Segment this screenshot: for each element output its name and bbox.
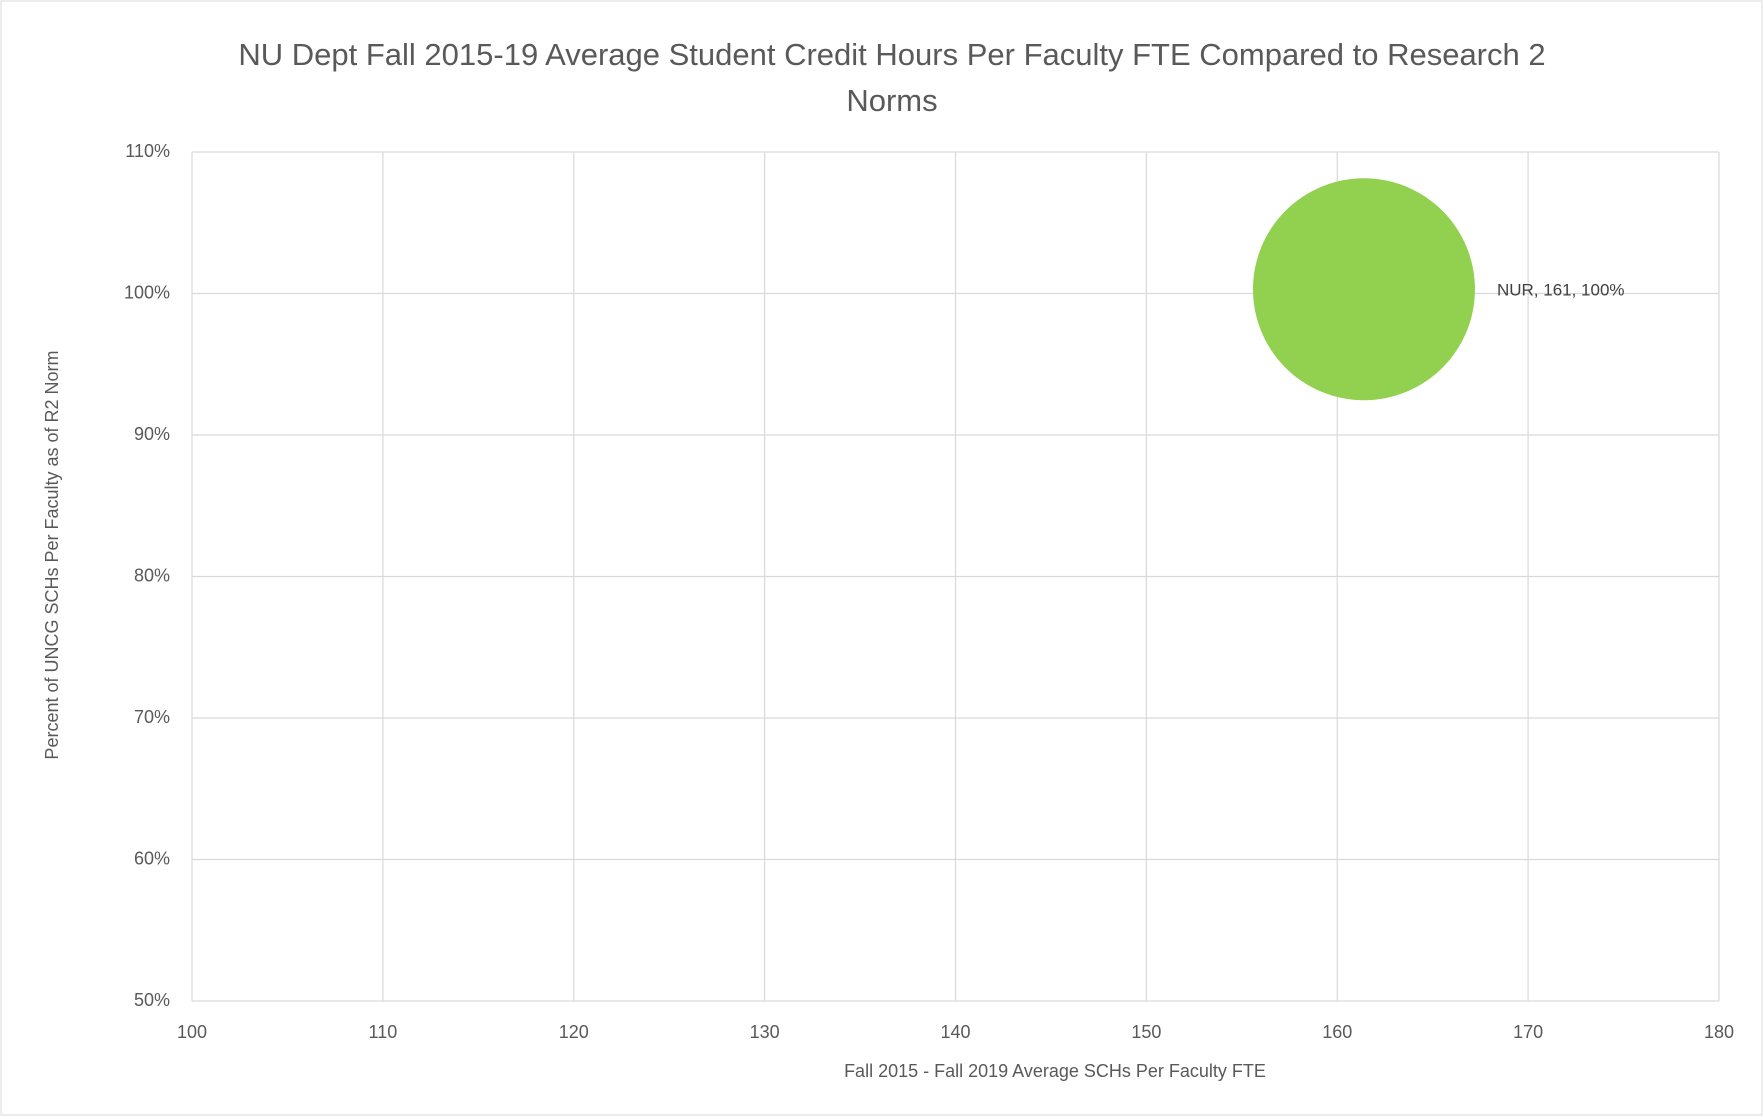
y-axis-title: Percent of UNCG SCHs Per Faculty as of R…: [42, 350, 62, 759]
x-tick-label: 160: [1322, 1022, 1352, 1042]
x-tick-label: 120: [559, 1022, 589, 1042]
x-tick-label: 150: [1131, 1022, 1161, 1042]
y-tick-label: 100%: [124, 282, 170, 302]
x-tick-label: 170: [1513, 1022, 1543, 1042]
x-tick-label: 100: [177, 1022, 207, 1042]
y-tick-label: 50%: [134, 990, 170, 1010]
x-tick-label: 110: [369, 1022, 398, 1042]
bubble: [1252, 178, 1475, 401]
y-tick-label: 90%: [134, 424, 170, 444]
chart-title: NU Dept Fall 2015-19 Average Student Cre…: [238, 37, 1546, 118]
x-tick-label: 180: [1704, 1022, 1734, 1042]
data-label: NUR, 161, 100%: [1497, 281, 1625, 300]
x-axis-title: Fall 2015 - Fall 2019 Average SCHs Per F…: [844, 1061, 1266, 1081]
y-tick-label: 70%: [134, 707, 170, 727]
x-tick-label: 140: [940, 1022, 970, 1042]
x-tick-label: 130: [750, 1022, 780, 1042]
y-tick-label: 110%: [125, 141, 170, 161]
y-tick-label: 80%: [134, 565, 170, 585]
y-tick-label: 60%: [134, 848, 170, 868]
